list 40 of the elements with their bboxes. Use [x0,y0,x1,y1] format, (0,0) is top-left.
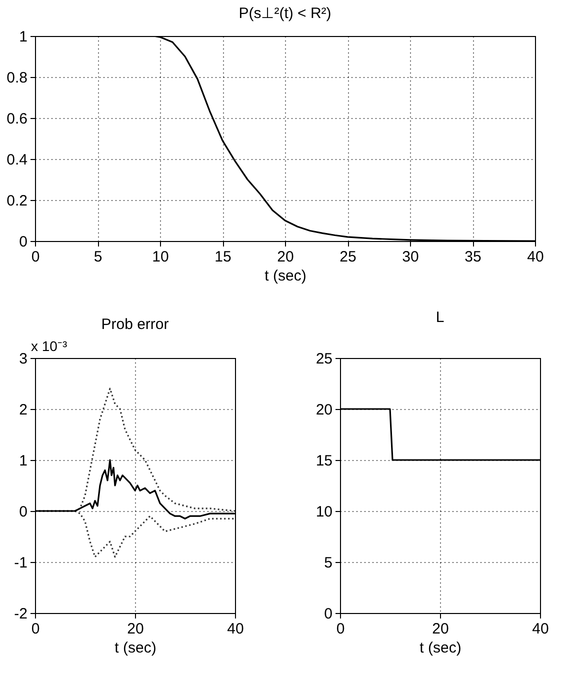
y-tick-label: 3 [19,350,28,368]
x-tick-label: 40 [532,620,549,638]
y-tick-label: -1 [14,554,28,572]
y-tick-label: 10 [316,504,332,520]
x-tick-label: 25 [340,248,356,266]
x-tick-label: 10 [152,248,169,266]
y-tick-label: 20 [316,402,332,418]
y-tick-label: 0.8 [6,70,28,86]
x-tick-label: 0 [31,248,40,266]
y-tick-label: 0 [324,606,332,622]
x-tick-label: 30 [402,248,419,266]
x-tick-label: 20 [277,248,294,266]
y-tick-label: 0 [19,504,28,520]
y-tick-label: 0.2 [6,192,28,210]
x-tick-label: 40 [527,248,544,266]
x-tick-label: 0 [31,620,40,638]
chart-title: L [436,309,444,326]
y-tick-label: 25 [316,350,332,368]
x-axis-title: t (sec) [420,640,462,656]
x-axis-title: t (sec) [114,640,156,656]
x-tick-label: 20 [127,620,144,638]
x-tick-label: 15 [214,248,232,266]
y-tick-label: 1 [19,452,28,470]
y-tick-label: 0 [19,234,28,250]
y-tick-label: 0.6 [6,110,28,128]
y-tick-label: 5 [324,554,332,572]
text: x 10⁻³ [31,338,68,354]
x-tick-label: 5 [94,248,102,266]
y-tick-label: -2 [14,606,28,622]
x-tick-label: 20 [432,620,449,638]
y-tick-label: 0.4 [6,152,28,168]
x-tick-label: 40 [227,620,244,638]
x-axis-title: t (sec) [264,268,306,284]
chart-title: Prob error [101,316,169,333]
x-tick-label: 0 [336,620,345,638]
chart-title: P(s⊥²(t) < R²) [238,5,332,22]
y-tick-label: 15 [316,452,332,470]
y-tick-label: 1 [19,28,28,46]
x-tick-label: 35 [464,248,482,266]
y-tick-label: 2 [19,402,28,418]
